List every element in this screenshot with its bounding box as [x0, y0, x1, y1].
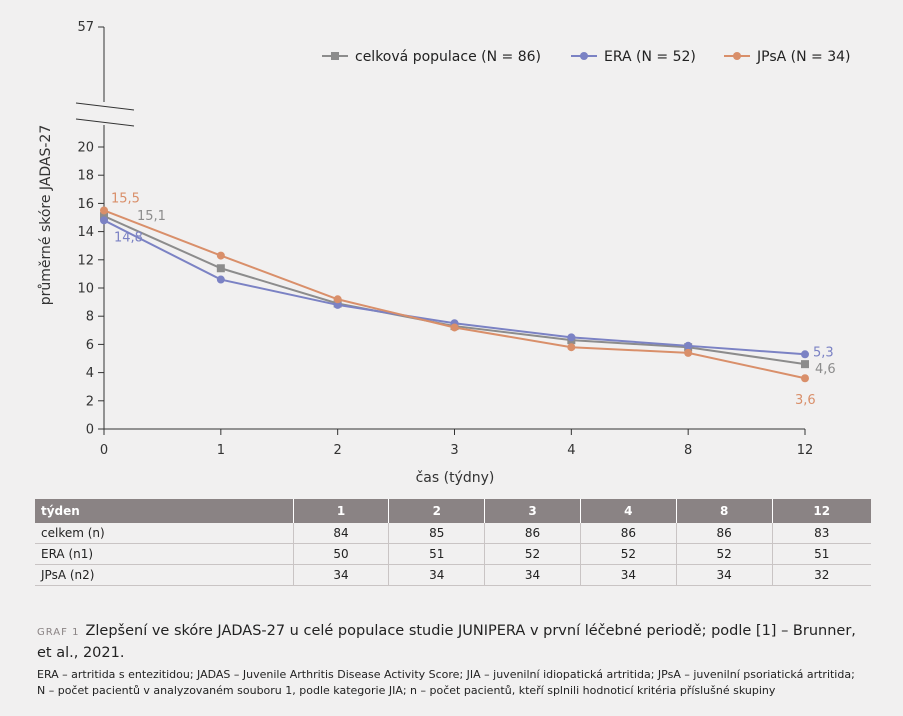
table-cell: 86 [484, 523, 581, 544]
data-point [801, 350, 809, 359]
data-point [801, 360, 809, 369]
data-point [684, 348, 693, 357]
data-point [450, 323, 459, 332]
x-tick-label: 4 [567, 443, 575, 458]
data-point [216, 275, 225, 284]
table-cell: 85 [388, 523, 485, 544]
data-label: 15,1 [137, 209, 166, 224]
y-tick-label: 20 [77, 141, 94, 156]
table-cell: 52 [675, 543, 773, 565]
data-point [100, 212, 108, 221]
y-tick-label: 12 [77, 253, 94, 268]
table-cell: 84 [292, 523, 389, 544]
y-axis-title: průměrné skóre JADAS-27 [38, 125, 54, 306]
footnote-line: N – počet pacientů v analyzovaném soubor… [37, 684, 776, 697]
y-tick-label: 10 [77, 282, 94, 297]
x-tick-label: 3 [450, 443, 458, 458]
y-tick-label: 57 [77, 20, 94, 35]
legend-marker [733, 52, 741, 60]
data-label: 4,6 [815, 362, 836, 377]
table-cell: 34 [675, 564, 773, 586]
table-header-cell: týden [35, 499, 294, 523]
table-cell: 50 [292, 543, 389, 565]
table-cell: 34 [388, 564, 485, 586]
y-tick-label: 0 [86, 423, 94, 438]
x-tick-label: 8 [684, 443, 692, 458]
data-label: 14,8 [114, 230, 143, 245]
y-tick-label: 6 [86, 338, 94, 353]
caption-text: Zlepšení ve skóre JADAS-27 u celé popula… [37, 623, 856, 661]
y-tick-label: 8 [86, 310, 94, 325]
data-point [333, 300, 342, 309]
table-cell: 34 [292, 564, 389, 586]
data-point [567, 333, 576, 342]
table-cell: 34 [579, 564, 677, 586]
table-cell: 32 [771, 564, 871, 586]
x-tick-label: 12 [797, 443, 814, 458]
legend-marker [580, 52, 588, 60]
table-cell: JPsA (n2) [35, 564, 294, 586]
figure-caption: GRAF 1 Zlepšení ve skóre JADAS-27 u celé … [37, 621, 875, 663]
y-tick-label: 18 [77, 169, 94, 184]
footnote: ERA – artritida s entezitidou; JADAS – J… [37, 667, 875, 699]
table-cell: 83 [771, 523, 871, 544]
y-tick-label: 4 [86, 366, 94, 381]
axis-break-mark [75, 102, 135, 111]
chart-legend: celková populace (N = 86) ERA (N = 52) JPs… [322, 49, 851, 65]
table-header-cell: 3 [484, 499, 581, 523]
footnote-line: ERA – artritida s entezitidou; JADAS – J… [37, 668, 855, 681]
series-line [103, 209, 806, 380]
series-line [103, 215, 806, 366]
data-point [100, 206, 108, 215]
table-header-cell: 2 [388, 499, 485, 523]
data-point [333, 295, 342, 304]
table-cell: 86 [579, 523, 677, 544]
data-label: 15,5 [111, 191, 140, 206]
axis-break-mark [75, 118, 135, 127]
table-cell: 51 [771, 543, 871, 565]
y-tick-label: 2 [86, 394, 94, 409]
data-point [684, 341, 693, 350]
table-cell: 52 [579, 543, 677, 565]
table-cell: 34 [484, 564, 581, 586]
table-cell: celkem (n) [35, 523, 294, 544]
legend-marker [331, 52, 339, 60]
table-header-cell: 8 [675, 499, 773, 523]
data-point [216, 251, 225, 260]
data-label: 5,3 [813, 345, 834, 360]
x-tick-label: 0 [100, 443, 108, 458]
y-tick-label: 14 [77, 225, 94, 240]
legend-label: JPsA (N = 34) [756, 49, 851, 65]
chart-series: 15,1 4,6 14,8 5,3 15,5 3,6 [100, 191, 836, 408]
table-header-cell: 4 [579, 499, 677, 523]
table-header-row: týden 1 2 3 4 8 12 [35, 499, 871, 523]
legend-label: celková populace (N = 86) [355, 49, 541, 65]
table-cell: 52 [484, 543, 581, 565]
table-row: JPsA (n2) 34 34 34 34 34 32 [35, 564, 871, 586]
table-cell: 51 [388, 543, 485, 565]
data-label: 3,6 [795, 393, 816, 408]
table-row: ERA (n1) 50 51 52 52 52 51 [35, 543, 871, 565]
legend-label: ERA (N = 52) [604, 49, 696, 65]
table-header-cell: 1 [292, 499, 389, 523]
x-tick-label: 2 [334, 443, 342, 458]
y-tick-label: 16 [77, 197, 94, 212]
x-axis-title: čas (týdny) [416, 470, 495, 486]
data-point [216, 264, 225, 273]
caption-label: GRAF 1 [37, 627, 80, 638]
data-point [567, 343, 576, 352]
patient-count-table: týden 1 2 3 4 8 12 celkem (n) 84 85 86 8… [35, 499, 871, 586]
data-point [100, 216, 108, 225]
data-point [801, 374, 809, 383]
table-cell: ERA (n1) [35, 543, 294, 565]
series-line [103, 219, 806, 356]
table-header-cell: 12 [771, 499, 871, 523]
x-tick-label: 1 [217, 443, 225, 458]
table-cell: 86 [675, 523, 773, 544]
table-row: celkem (n) 84 85 86 86 86 83 [35, 523, 871, 544]
